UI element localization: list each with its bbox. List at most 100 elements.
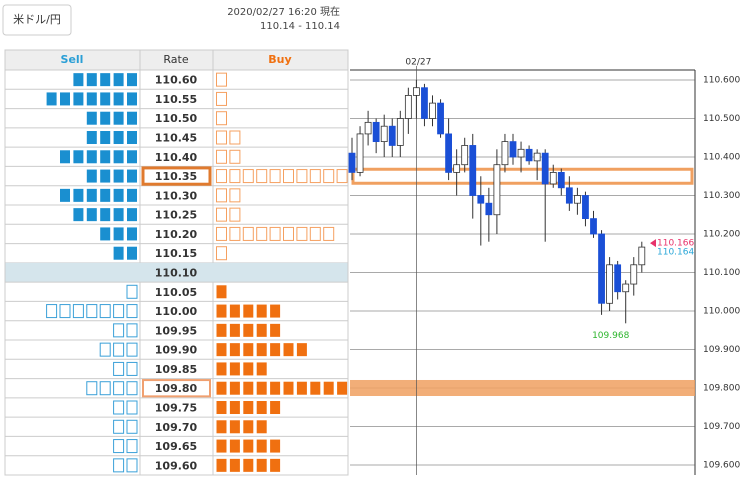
sell-order-box bbox=[73, 73, 84, 87]
rate: 109.95 bbox=[155, 324, 197, 337]
buy-order-box bbox=[243, 343, 254, 357]
candle-body bbox=[590, 218, 597, 235]
buy-order-box bbox=[229, 130, 241, 145]
buy-order-box bbox=[216, 111, 227, 126]
buy-order-box bbox=[283, 381, 294, 395]
sell-order-box bbox=[86, 381, 98, 396]
price-marker-label: 110.164 bbox=[657, 247, 694, 257]
sell-order-box bbox=[99, 342, 111, 357]
sell-order-box bbox=[113, 92, 124, 106]
candle-body bbox=[517, 148, 525, 158]
buy-order-box bbox=[216, 149, 227, 164]
buy-order-box bbox=[216, 169, 227, 184]
sell-order-box bbox=[99, 381, 111, 396]
sell-order-box bbox=[126, 400, 138, 415]
buy-order-box bbox=[310, 381, 321, 395]
sell-order-box bbox=[113, 323, 125, 338]
candle-body bbox=[525, 148, 533, 162]
buy-order-box bbox=[256, 169, 268, 184]
sell-order-box bbox=[113, 419, 125, 434]
sell-order-box bbox=[72, 304, 84, 319]
y-tick-label: 110.000 bbox=[703, 306, 740, 316]
buy-order-box bbox=[283, 226, 294, 241]
y-tick-label: 110.200 bbox=[703, 230, 740, 240]
buy-order-box bbox=[309, 169, 321, 184]
buy-order-box bbox=[216, 458, 227, 472]
buy-order-box bbox=[229, 169, 241, 184]
candle-body bbox=[557, 172, 565, 189]
candle-body bbox=[372, 121, 380, 143]
sell-order-box bbox=[86, 92, 97, 106]
date-label: 02/27 bbox=[405, 58, 431, 68]
buy-order-box bbox=[229, 226, 241, 241]
buy-order-box bbox=[216, 130, 227, 145]
sell-order-box bbox=[86, 73, 97, 87]
buy-order-box bbox=[283, 169, 294, 184]
candle-body bbox=[412, 87, 420, 96]
candle-body bbox=[541, 152, 549, 185]
price-band bbox=[351, 167, 694, 185]
buy-order-box bbox=[243, 362, 254, 376]
sell-order-box bbox=[126, 458, 138, 473]
buy-order-box bbox=[216, 285, 227, 299]
candle-body bbox=[630, 264, 638, 285]
sell-order-box bbox=[99, 304, 111, 319]
buy-order-box bbox=[323, 169, 335, 184]
sell-order-box bbox=[86, 188, 97, 202]
sell-order-box bbox=[113, 400, 125, 415]
buy-order-box bbox=[216, 439, 227, 453]
buy-order-box bbox=[256, 458, 267, 472]
price-band bbox=[350, 379, 695, 396]
candle-body bbox=[614, 264, 622, 293]
rate: 110.55 bbox=[155, 93, 197, 106]
candle-body bbox=[598, 233, 605, 304]
candle-body bbox=[469, 145, 477, 196]
candle-body bbox=[445, 133, 453, 173]
buy-order-box bbox=[256, 381, 267, 395]
rate: 110.10 bbox=[155, 267, 198, 280]
buy-order-box bbox=[216, 246, 227, 261]
sell-order-box bbox=[127, 227, 137, 241]
buy-order-box bbox=[216, 304, 227, 318]
buy-order-box bbox=[229, 420, 240, 434]
sell-order-box bbox=[127, 150, 137, 164]
sell-order-box bbox=[127, 131, 137, 144]
sell-order-box bbox=[73, 188, 84, 202]
sell-order-box bbox=[127, 208, 137, 222]
candle-body bbox=[396, 118, 404, 146]
sell-order-box bbox=[113, 439, 125, 454]
buy-order-box bbox=[309, 226, 321, 241]
pair-button-label[interactable]: 米ドル/円 bbox=[13, 13, 61, 26]
buy-order-box bbox=[229, 458, 240, 472]
buy-order-box bbox=[216, 343, 227, 357]
buy-order-box bbox=[243, 458, 254, 472]
sell-order-box bbox=[86, 150, 97, 164]
price-marker-arrow bbox=[650, 239, 656, 248]
sell-order-box bbox=[127, 73, 137, 87]
sell-order-box bbox=[73, 92, 84, 106]
buy-order-box bbox=[216, 207, 227, 222]
buy-order-box bbox=[229, 343, 240, 357]
candle-body bbox=[606, 264, 613, 304]
candle-body bbox=[356, 133, 364, 173]
buy-order-box bbox=[256, 323, 267, 337]
y-tick-label: 110.100 bbox=[703, 268, 740, 278]
sell-order-box bbox=[100, 111, 111, 125]
sell-order-box bbox=[113, 111, 124, 125]
sell-order-box bbox=[100, 169, 111, 183]
candle-body bbox=[477, 195, 485, 204]
buy-order-box bbox=[296, 381, 307, 395]
buy-order-box bbox=[270, 381, 281, 395]
buy-order-box bbox=[323, 381, 334, 395]
sell-order-box bbox=[113, 246, 124, 260]
candle-body bbox=[404, 95, 412, 119]
pair-button[interactable] bbox=[2, 4, 72, 36]
sell-order-box bbox=[46, 304, 58, 319]
candle-body bbox=[429, 102, 436, 119]
buy-order-box bbox=[229, 149, 241, 164]
buy-order-box bbox=[243, 401, 254, 414]
sell-order-box bbox=[113, 227, 124, 241]
y-tick-label: 110.500 bbox=[703, 114, 740, 124]
rate: 110.25 bbox=[155, 209, 197, 222]
sell-order-box bbox=[113, 381, 125, 396]
